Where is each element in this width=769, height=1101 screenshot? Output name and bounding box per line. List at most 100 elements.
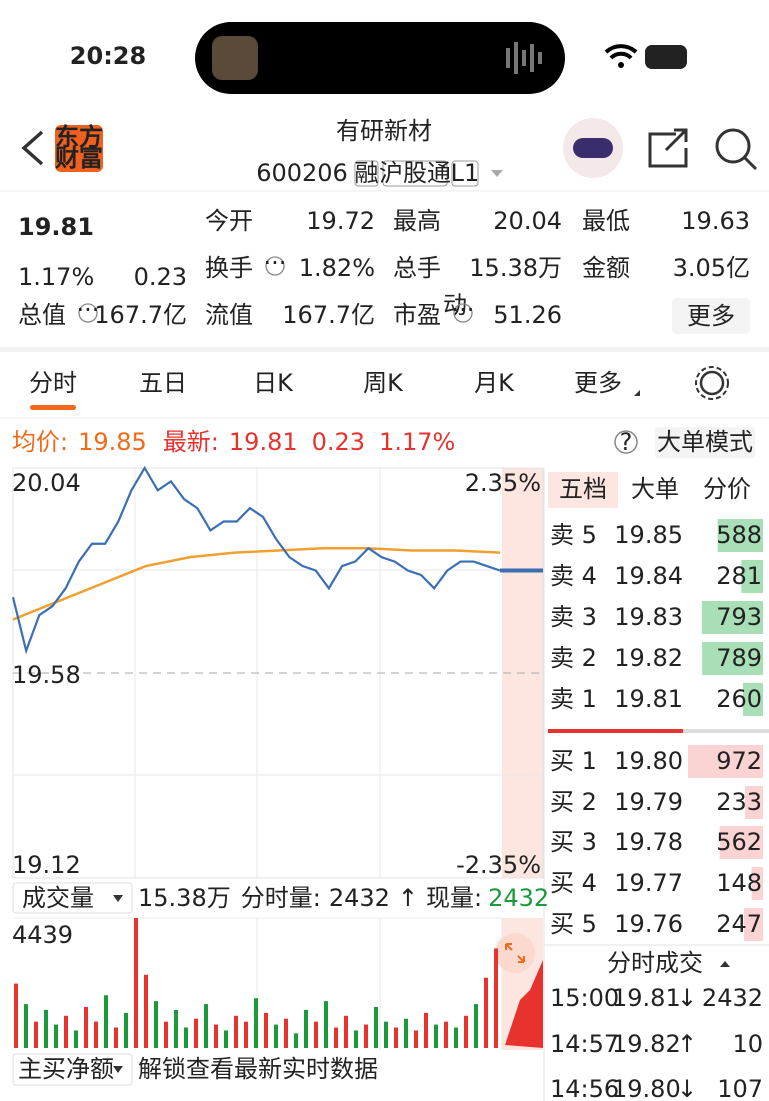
- book-volume: 562: [716, 828, 762, 856]
- chart-grid: [13, 468, 543, 1050]
- book-volume: 793: [716, 603, 762, 631]
- share-button[interactable]: [648, 128, 688, 168]
- net-selector[interactable]: [12, 1053, 133, 1086]
- field-sup: 动: [443, 291, 467, 319]
- volume-bar: [144, 974, 148, 1048]
- volume-bar: [204, 1004, 208, 1048]
- book-volume: 260: [716, 685, 762, 713]
- mode-label: 大单模式: [657, 428, 753, 456]
- volume-total: 15.38万: [138, 884, 231, 912]
- trade-direction: ↓: [677, 984, 697, 1012]
- book-price: 19.82: [614, 644, 683, 672]
- volume-bar: [294, 1033, 298, 1048]
- tab: 更多: [574, 369, 622, 397]
- field-label: 总值: [18, 301, 66, 329]
- after-hours-volume: [505, 960, 543, 1048]
- expand-button[interactable]: [495, 933, 535, 973]
- book-label: 卖 1: [550, 685, 597, 713]
- island-cover: [212, 36, 258, 80]
- field-value: 3.05亿: [673, 254, 750, 282]
- info-icon: [78, 303, 98, 323]
- trade-time: 14:57: [550, 1030, 619, 1058]
- tag: L1: [451, 159, 480, 187]
- tab: 月K: [474, 369, 515, 397]
- logo-text: 东方: [55, 123, 103, 151]
- volume-bar: [274, 1024, 278, 1048]
- trade-volume: 10: [732, 1030, 763, 1058]
- trade-price: 19.81: [612, 984, 681, 1012]
- field-value: 167.7亿: [94, 301, 187, 329]
- volume-minute_label: 分时量:: [241, 884, 321, 912]
- expand-icon: [505, 943, 525, 963]
- volume-bar: [364, 1024, 368, 1048]
- last-price: 19.81: [18, 213, 94, 241]
- book-tab: 五档: [559, 475, 607, 503]
- dynamic-island: [195, 22, 565, 94]
- book-price: 19.85: [614, 521, 683, 549]
- average-line: [12, 546, 501, 621]
- tab-indicator: [30, 405, 76, 410]
- volume-selector[interactable]: [12, 882, 133, 914]
- change-percent: 1.17%: [18, 263, 94, 291]
- book-volume: 233: [716, 788, 762, 816]
- volume-bar: [154, 1001, 158, 1048]
- back-button[interactable]: [21, 130, 44, 166]
- volume-bar: [454, 1027, 458, 1048]
- field-label: 换手: [205, 254, 253, 282]
- volume-bar: [164, 1021, 168, 1048]
- mode-button[interactable]: [655, 427, 755, 458]
- help-button[interactable]: [614, 430, 638, 454]
- sound-wave: [506, 42, 542, 74]
- volume-selector-label: 成交量: [22, 884, 94, 912]
- volume-bar: [184, 1027, 188, 1048]
- more-button[interactable]: [672, 298, 750, 334]
- info-avg_label: 均价:: [12, 428, 68, 456]
- info-icon: [265, 256, 285, 276]
- volume-bar: [394, 1027, 398, 1048]
- field-label: 金额: [582, 254, 630, 282]
- book-volume: 281: [716, 562, 762, 590]
- depth-bar: [751, 867, 763, 900]
- info-dots: ···: [452, 296, 475, 324]
- depth-bar: [743, 908, 763, 941]
- volume-bar: [494, 948, 498, 1048]
- info-pct: 1.17%: [379, 428, 455, 456]
- book-tab: 分价: [703, 475, 751, 503]
- volume-bar: [124, 1012, 128, 1048]
- logo[interactable]: [55, 125, 103, 172]
- volume-bar: [384, 1021, 388, 1048]
- dropdown-arrow: [491, 170, 503, 177]
- search-button[interactable]: [715, 128, 751, 164]
- book-label: 买 3: [550, 828, 597, 856]
- depth-bar: [741, 560, 763, 593]
- info-change: 0.23: [312, 428, 365, 456]
- depth-bar: [742, 683, 763, 716]
- volume-bar: [174, 1009, 178, 1048]
- book-price: 19.77: [614, 869, 683, 897]
- volume-now_label: 现量:: [426, 884, 482, 912]
- selector-arrow: [113, 1066, 123, 1073]
- field-label: 总手: [393, 254, 441, 282]
- volume-bar: [304, 1009, 308, 1048]
- tab: 周K: [363, 369, 404, 397]
- field-value: 19.72: [306, 207, 375, 235]
- book-price: 19.84: [614, 562, 683, 590]
- field-label: 今开: [205, 207, 253, 235]
- book-label: 卖 2: [550, 644, 597, 672]
- book-price: 19.83: [614, 603, 683, 631]
- volume-bar: [244, 1021, 248, 1048]
- settings-gear: [695, 366, 729, 400]
- volume-bar: [464, 1015, 468, 1048]
- wifi-dot: [618, 62, 624, 68]
- depth-bar: [717, 519, 763, 552]
- stock-code: 600206: [256, 159, 348, 187]
- settings-button[interactable]: [699, 370, 725, 396]
- info-avg: 19.85: [78, 428, 147, 456]
- field-value: 167.7亿: [282, 301, 375, 329]
- tag-box: [451, 160, 479, 187]
- trade-volume: 107: [717, 1075, 763, 1101]
- volume-bar: [404, 1018, 408, 1048]
- volume-bar: [114, 1027, 118, 1048]
- volume-bar: [474, 1004, 478, 1048]
